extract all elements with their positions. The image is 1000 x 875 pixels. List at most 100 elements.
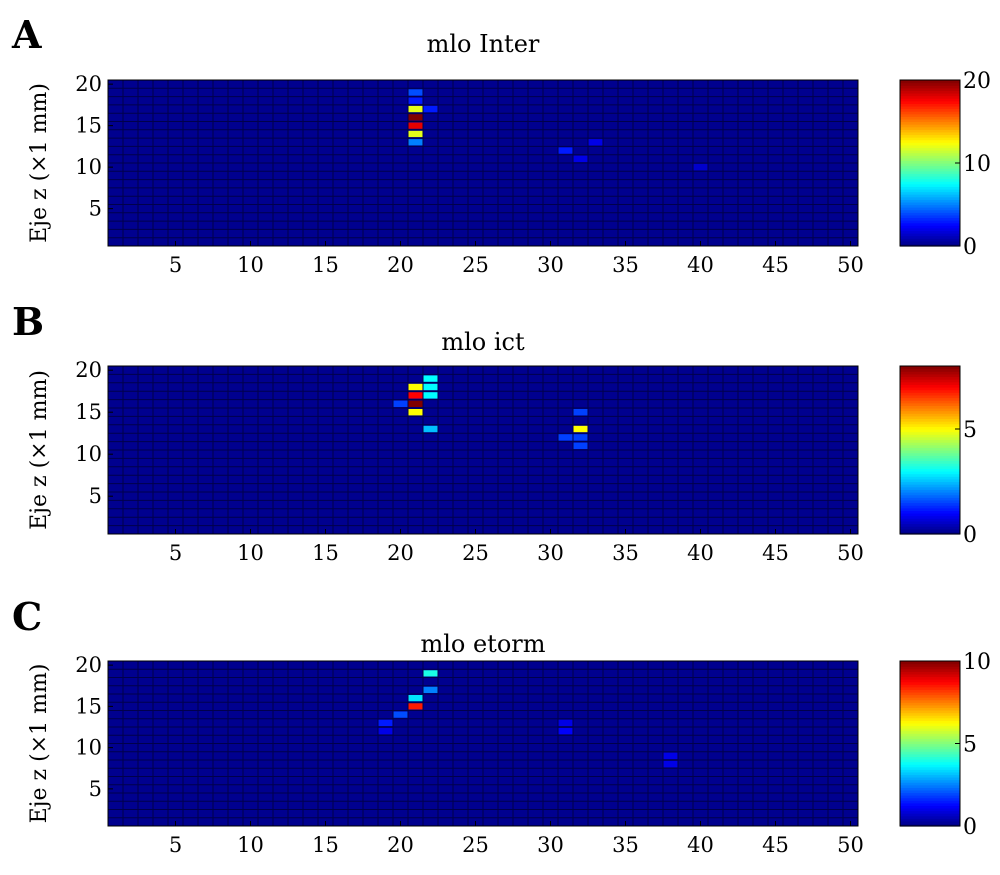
colorbar-step [900, 813, 960, 817]
colorbar-step [900, 805, 960, 809]
colorbar-step [900, 715, 960, 719]
colorbar-step [900, 429, 960, 433]
colorbar-step [900, 748, 960, 752]
colorbar-frame [899, 365, 961, 535]
colorbar-tick-label: 20 [963, 69, 991, 94]
colorbar-step [900, 137, 960, 141]
colorbar-step [900, 129, 960, 133]
x-tick-label: 15 [312, 833, 339, 857]
colorbar-step [900, 90, 960, 94]
heatmap-cell [408, 122, 423, 129]
x-tick-label: 40 [687, 253, 714, 277]
colorbar-step [900, 105, 960, 110]
x-tick-label: 20 [387, 833, 414, 857]
colorbar-step [900, 124, 960, 128]
heatmap-cell [378, 719, 393, 726]
colorbar-tick-label: 0 [963, 815, 977, 840]
colorbar-step [900, 802, 960, 806]
colorbar-step [900, 170, 960, 174]
colorbar-step [900, 526, 960, 530]
colorbar-step [900, 735, 960, 739]
colorbar-step [900, 697, 960, 701]
heatmap-cell [423, 425, 438, 433]
panel-label: B [12, 299, 44, 344]
colorbar-step [900, 489, 960, 493]
chart-title: mlo Inter [427, 30, 540, 58]
y-axis-label: Eje z (×1 mm) [27, 370, 52, 530]
heatmap-cell [408, 392, 423, 399]
colorbar-step [900, 373, 960, 378]
colorbar-step [900, 795, 960, 799]
colorbar-step [900, 152, 960, 156]
colorbar-step [900, 85, 960, 89]
colorbar-step [900, 103, 960, 107]
heatmap-cell [408, 409, 423, 416]
colorbar-step [900, 436, 960, 441]
colorbar-step [900, 98, 960, 102]
heatmap-cell [558, 719, 573, 726]
colorbar-step [900, 792, 960, 796]
colorbar-step [900, 204, 960, 208]
colorbar-step [900, 717, 960, 721]
colorbar-tick-label: 5 [963, 418, 977, 443]
y-tick-label: 20 [75, 653, 102, 677]
colorbar-step [900, 668, 960, 672]
colorbar-step [900, 408, 960, 412]
colorbar-step [900, 447, 960, 451]
colorbar-step [900, 463, 960, 467]
y-tick-label: 15 [75, 694, 102, 718]
colorbar-tick-label: 0 [963, 235, 977, 260]
colorbar-step [900, 439, 960, 443]
y-tick-label: 10 [75, 442, 102, 466]
colorbar-step [900, 196, 960, 200]
colorbar-step [900, 691, 960, 696]
colorbar-step [900, 738, 960, 742]
colorbar-step [900, 484, 960, 488]
heatmap-cell [408, 114, 423, 121]
colorbar-tick-label: 0 [963, 523, 977, 548]
y-tick-label: 5 [89, 484, 102, 508]
x-tick-label: 25 [462, 833, 489, 857]
colorbar-step [900, 499, 960, 504]
panel-label: A [11, 12, 42, 57]
colorbar-step [900, 666, 960, 670]
colorbar-step [900, 397, 960, 401]
x-tick-label: 25 [462, 541, 489, 565]
colorbar-step [900, 423, 960, 427]
colorbar-step [900, 368, 960, 372]
heatmap-cell [393, 400, 408, 407]
x-tick-label: 35 [612, 541, 639, 565]
x-tick-label: 10 [237, 541, 264, 565]
heatmap-cell [423, 375, 438, 382]
colorbar-step [900, 186, 960, 190]
x-tick-label: 50 [837, 833, 864, 857]
colorbar-step [900, 118, 960, 123]
colorbar-step [900, 481, 960, 485]
colorbar-step [900, 704, 960, 709]
heatmap-cell [378, 728, 393, 735]
x-tick-label: 5 [169, 833, 182, 857]
colorbar-step [900, 730, 960, 734]
y-tick-label: 5 [89, 777, 102, 801]
colorbar-step [900, 80, 960, 84]
colorbar-step [900, 764, 960, 768]
heatmap-cell [423, 383, 438, 391]
x-tick-label: 5 [169, 253, 182, 277]
colorbar-step [900, 528, 960, 532]
colorbar-step [900, 121, 960, 125]
heatmap-cell [408, 703, 423, 710]
x-tick-label: 50 [837, 253, 864, 277]
colorbar-step [900, 421, 960, 425]
colorbar-step [900, 818, 960, 822]
y-axis-label: Eje z (×1 mm) [27, 664, 52, 824]
y-tick-label: 10 [75, 155, 102, 179]
colorbar-step [900, 366, 960, 370]
colorbar-step [900, 87, 960, 91]
colorbar-step [900, 523, 960, 527]
colorbar-step [900, 168, 960, 172]
colorbar-step [900, 194, 960, 198]
colorbar-step [900, 173, 960, 177]
chart-title: mlo ict [441, 328, 525, 356]
colorbar-step [900, 394, 960, 399]
